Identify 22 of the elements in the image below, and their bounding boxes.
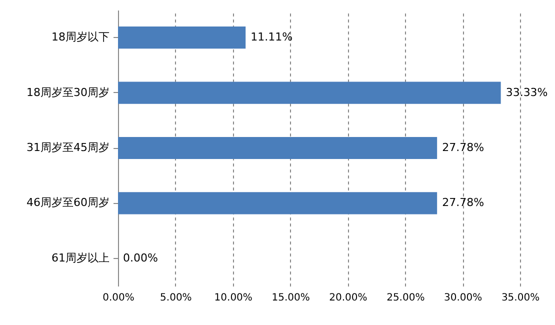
x-tick-label: 10.00% (214, 292, 252, 304)
bar (118, 192, 438, 214)
x-tick-label: 30.00% (444, 292, 482, 304)
y-tick-label: 46周岁至60周岁 (26, 196, 110, 210)
x-tick-label: 0.00% (102, 292, 134, 304)
y-tick-label: 18周岁至30周岁 (26, 86, 110, 99)
x-tick-label: 15.00% (272, 292, 310, 304)
data-label: 27.78% (442, 141, 484, 154)
x-tick-label: 35.00% (501, 292, 540, 304)
data-label: 0.00% (123, 251, 158, 264)
y-tick-label: 18周岁以下 (52, 30, 110, 44)
y-tick-label: 61周岁以上 (52, 251, 110, 264)
x-tick-label: 20.00% (329, 292, 368, 304)
bar (118, 82, 501, 104)
bar (118, 136, 438, 160)
data-label: 27.78% (442, 196, 484, 210)
x-tick-label: 25.00% (386, 292, 425, 304)
x-tick-label: 5.00% (160, 292, 192, 304)
bar (118, 26, 246, 49)
y-tick-label: 31周岁至45周岁 (26, 141, 110, 154)
data-label: 11.11% (250, 30, 293, 44)
data-label: 33.33% (506, 86, 548, 99)
